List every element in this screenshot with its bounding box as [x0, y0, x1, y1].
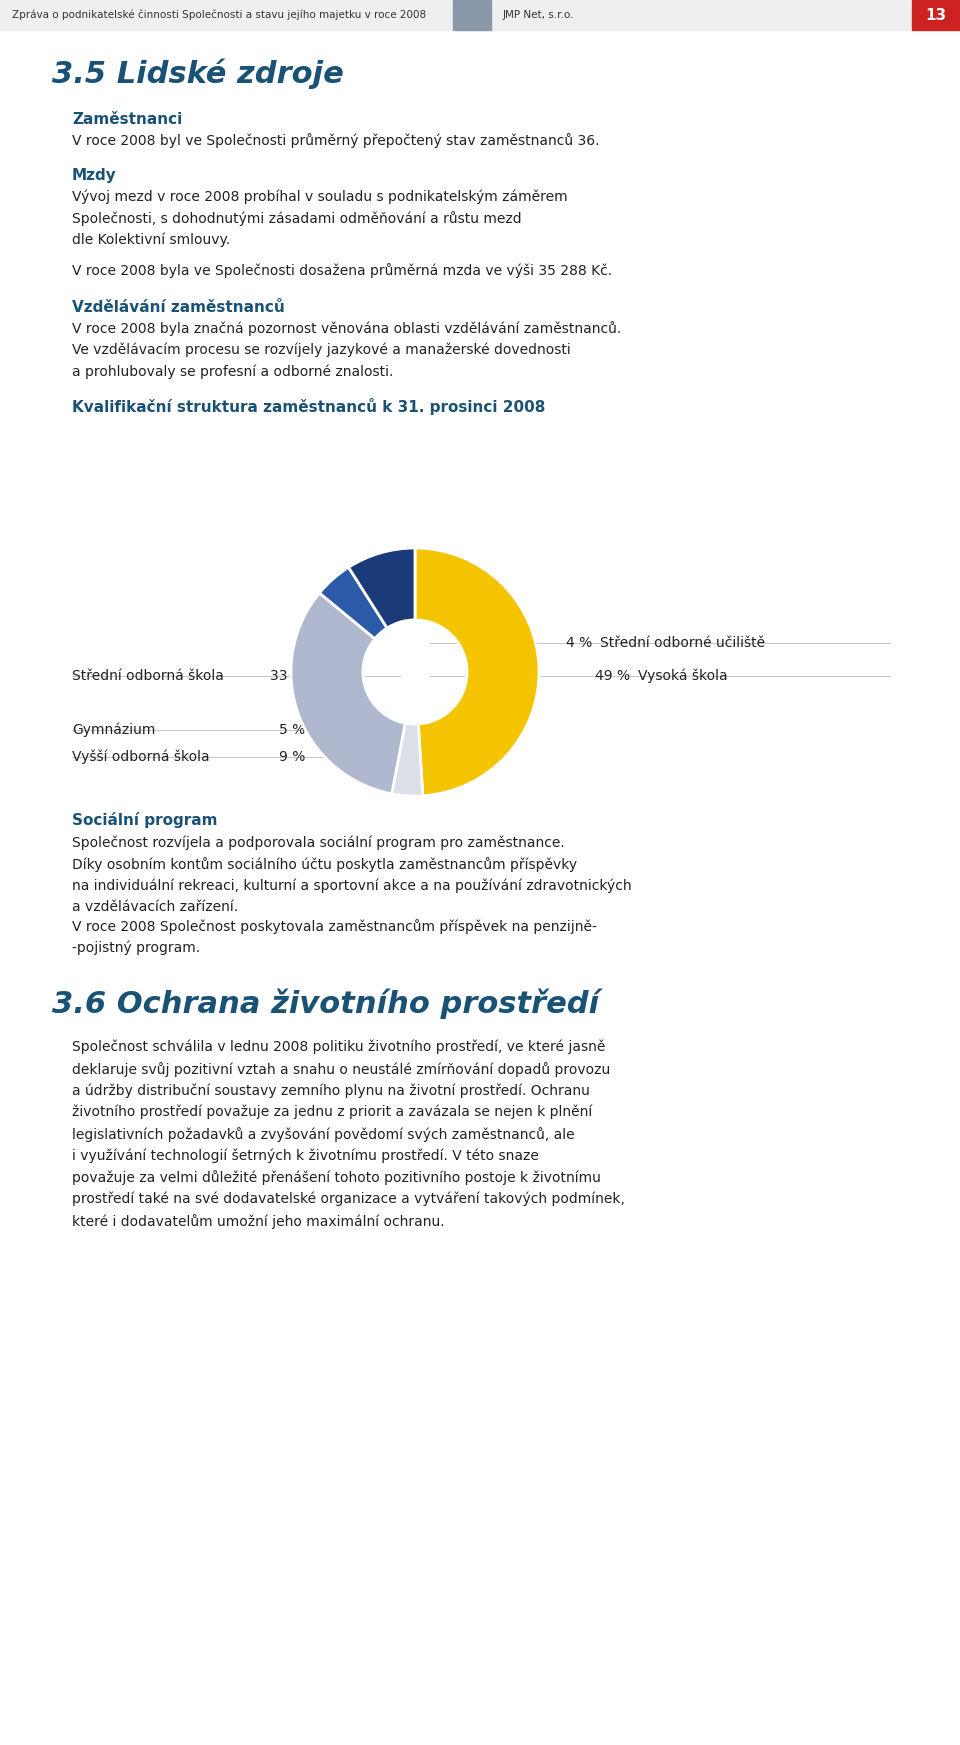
Text: Vyšší odborná škola: Vyšší odborná škola: [72, 750, 209, 764]
Text: Vysoká škola: Vysoká škola: [638, 668, 728, 684]
Text: Vzdělávání zaměstnanců: Vzdělávání zaměstnanců: [72, 300, 285, 316]
Bar: [453, 0, 491, 30]
Text: JMP Net, s.r.o.: JMP Net, s.r.o.: [503, 10, 574, 19]
Text: V roce 2008 byla ve Společnosti dosažena průměrná mzda ve výši 35 288 Kč.: V roce 2008 byla ve Společnosti dosažena…: [72, 263, 612, 277]
Text: 5 %: 5 %: [278, 722, 305, 736]
Text: Zaměstnanci: Zaměstnanci: [72, 112, 182, 127]
Wedge shape: [415, 548, 539, 796]
Text: Společnost schválila v lednu 2008 politiku životního prostředí, ve které jasně
d: Společnost schválila v lednu 2008 politi…: [72, 1040, 625, 1228]
Text: Mzdy: Mzdy: [72, 168, 117, 183]
Bar: [912, 0, 960, 30]
Text: Společnost rozvíjela a podporovala sociální program pro zaměstnance.
Díky osobní: Společnost rozvíjela a podporovala sociá…: [72, 836, 632, 914]
Text: V roce 2008 byla značná pozornost věnována oblasti vzdělávání zaměstnanců.
Ve vz: V roce 2008 byla značná pozornost věnová…: [72, 321, 621, 379]
Wedge shape: [291, 593, 405, 794]
Text: 49 %: 49 %: [595, 668, 630, 682]
Text: 33 %: 33 %: [270, 668, 305, 682]
Text: V roce 2008 Společnost poskytovala zaměstnancům příspěvek na penzijně-
-pojistný: V roce 2008 Společnost poskytovala zaměs…: [72, 920, 597, 955]
Wedge shape: [392, 722, 422, 796]
Text: 3.5 Lidské zdroje: 3.5 Lidské zdroje: [52, 58, 344, 89]
Text: Střední odborné učiliště: Střední odborné učiliště: [600, 635, 765, 649]
Text: 3.6 Ochrana životního prostředí: 3.6 Ochrana životního prostředí: [52, 988, 599, 1019]
Wedge shape: [348, 548, 415, 628]
Text: Zpráva o podnikatelské činnosti Společnosti a stavu jejího majetku v roce 2008: Zpráva o podnikatelské činnosti Společno…: [12, 10, 426, 21]
Text: Sociální program: Sociální program: [72, 811, 218, 827]
Text: 9 %: 9 %: [278, 750, 305, 764]
Text: Kvalifikační struktura zaměstnanců k 31. prosinci 2008: Kvalifikační struktura zaměstnanců k 31.…: [72, 398, 545, 415]
Text: 13: 13: [925, 7, 947, 23]
Text: 4 %: 4 %: [565, 635, 592, 649]
Text: Vývoj mezd v roce 2008 probíhal v souladu s podnikatelským záměrem
Společnosti, : Vývoj mezd v roce 2008 probíhal v soulad…: [72, 188, 567, 248]
Bar: [0, 0, 960, 30]
Wedge shape: [320, 567, 387, 639]
Text: V roce 2008 byl ve Společnosti průměrný přepočtený stav zaměstnanců 36.: V roce 2008 byl ve Společnosti průměrný …: [72, 133, 599, 148]
Text: Střední odborná škola: Střední odborná škola: [72, 668, 224, 682]
Text: Gymnázium: Gymnázium: [72, 722, 156, 736]
